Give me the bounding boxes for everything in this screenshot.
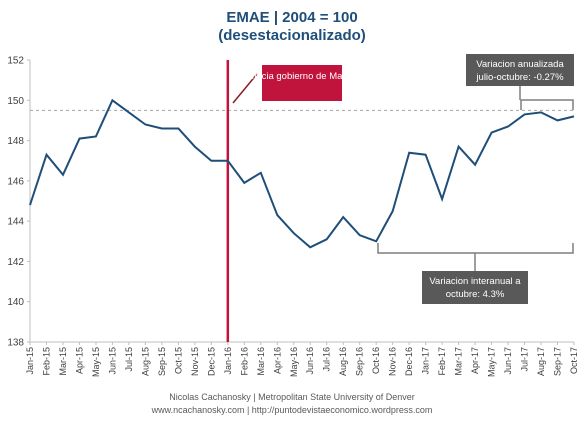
x-tick-label: Apr-16 (272, 347, 282, 374)
x-tick-label: Oct-15 (173, 347, 183, 374)
y-tick-label: 148 (7, 136, 24, 147)
axes (27, 59, 575, 345)
x-tick-label: Jan-15 (25, 347, 35, 375)
footer-line-2: www.ncachanosky.com | http://puntodevist… (151, 405, 433, 415)
x-tick-label: Jul-15 (124, 347, 134, 372)
x-tick-label: Feb-17 (437, 347, 447, 376)
series-line (29, 98, 575, 249)
y-tick-label: 138 (7, 338, 24, 349)
x-tick-label: Aug-16 (338, 347, 348, 376)
y-tick-label: 146 (7, 176, 24, 187)
x-tick-label: Sep-16 (355, 347, 365, 376)
interanual-text-2: octubre: 4.3% (446, 289, 505, 300)
anualizada-text-1: Variacion anualizada (476, 59, 564, 70)
x-tick-label: Dec-15 (206, 347, 216, 376)
anualizada-text-2: julio-octubre: -0.27% (475, 72, 564, 83)
interanual-text-1: Variacion interanual a (429, 276, 521, 287)
x-tick-label: Jan-16 (223, 347, 233, 375)
interanual-callout (422, 271, 528, 304)
y-tick-label: 150 (7, 96, 24, 107)
x-tick-label: Feb-15 (41, 347, 51, 376)
x-tick-label: Sep-17 (553, 347, 563, 376)
x-tick-label: Jun-15 (107, 347, 117, 375)
x-tick-label: Dec-16 (404, 347, 414, 376)
x-tick-label: Jul-16 (322, 347, 332, 372)
y-tick-label: 152 (7, 56, 24, 67)
x-tick-label: Feb-16 (239, 347, 249, 376)
x-tick-label: Oct-17 (569, 347, 579, 374)
x-tick-label: Jun-16 (305, 347, 315, 375)
y-tick-label: 140 (7, 297, 24, 308)
x-tick-label: Jul-17 (520, 347, 530, 372)
x-tick-label: Mar-15 (58, 347, 68, 376)
x-tick-label: Jun-17 (503, 347, 513, 375)
x-tick-label: Apr-17 (470, 347, 480, 374)
x-tick-label: Sep-15 (157, 347, 167, 376)
x-tick-label: Aug-15 (140, 347, 150, 376)
macri-text: Inicia gobierno de Macri (252, 71, 353, 82)
x-tick-label: Aug-17 (536, 347, 546, 376)
x-tick-label: Mar-16 (256, 347, 266, 376)
x-tick-label: Mar-17 (454, 347, 464, 376)
x-tick-labels: Jan-15 Feb-15 Mar-15 Apr-15 May-15 Jun-15 Jul-… (25, 347, 579, 377)
anualizada-bracket (520, 99, 574, 110)
y-tick-label: 142 (7, 257, 24, 268)
y-tick-label: 144 (7, 217, 24, 228)
x-tick-label: Jan-17 (421, 347, 431, 375)
x-tick-label: May-15 (91, 347, 101, 377)
x-tick-label: Apr-15 (74, 347, 84, 374)
x-tick-label: Nov-16 (388, 347, 398, 376)
x-tick-label: Nov-15 (190, 347, 200, 376)
y-tick-labels: 138 140 142 144 146 148 150 152 (7, 56, 24, 349)
x-tick-label: May-17 (487, 347, 497, 377)
macri-pointer (232, 73, 258, 104)
x-tick-label: Oct-16 (371, 347, 381, 374)
x-tick-label: May-16 (289, 347, 299, 377)
macri-callout (262, 65, 342, 101)
interanual-bracket (377, 243, 574, 254)
chart-title: EMAE | 2004 = 100 (226, 9, 357, 26)
footer-line-1: Nicolas Cachanosky | Metropolitan State … (169, 392, 414, 402)
chart-subtitle: (desestacionalizado) (218, 27, 366, 44)
anualizada-callout (466, 54, 574, 86)
